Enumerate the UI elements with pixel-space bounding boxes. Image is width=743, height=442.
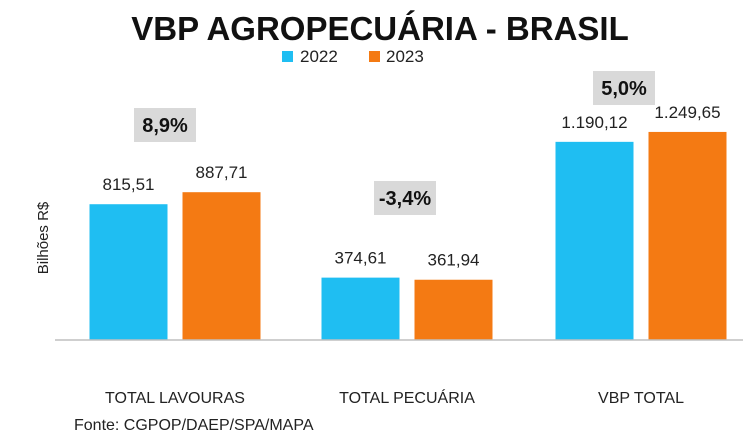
data-label-2023-1: 887,71	[196, 163, 248, 182]
category-label-3: VBP TOTAL	[598, 390, 684, 407]
data-label-2022-1: 815,51	[103, 175, 155, 194]
bar-2023-2	[414, 279, 493, 340]
category-label-1: TOTAL LAVOURAS	[105, 390, 245, 407]
legend-label-2022: 2022	[300, 47, 338, 66]
y-axis-label: Bilhões R$	[35, 201, 52, 274]
legend-label-2023: 2023	[386, 47, 424, 66]
change-label-3: 5,0%	[601, 78, 647, 100]
bar-2023-3	[648, 131, 727, 340]
source-note: Fonte: CGPOP/DAEP/SPA/MAPA	[74, 417, 314, 434]
change-label-2: -3,4%	[379, 188, 431, 210]
category-label-2: TOTAL PECUÁRIA	[339, 388, 475, 407]
data-label-2023-3: 1.249,65	[654, 103, 720, 122]
data-label-2022-2: 374,61	[335, 249, 387, 268]
change-box-2	[374, 181, 436, 215]
plot-area: 815,51 887,71 TOTAL LAVOURAS 8,9% 374,61 361,…	[89, 71, 727, 407]
change-label-1: 8,9%	[142, 115, 188, 137]
data-label-2023-2: 361,94	[428, 251, 480, 270]
change-box-3	[593, 71, 655, 105]
change-box-1	[134, 108, 196, 142]
data-label-2022-3: 1.190,12	[561, 113, 627, 132]
legend-swatch-2023	[369, 51, 380, 62]
bar-2022-2	[321, 277, 400, 340]
bar-2023-1	[182, 192, 261, 340]
bar-2022-1	[89, 204, 168, 340]
chart-title: VBP AGROPECUÁRIA - BRASIL	[131, 10, 628, 47]
bar-2022-3	[555, 141, 634, 340]
legend-swatch-2022	[282, 51, 293, 62]
legend: 2022 2023	[282, 47, 424, 66]
